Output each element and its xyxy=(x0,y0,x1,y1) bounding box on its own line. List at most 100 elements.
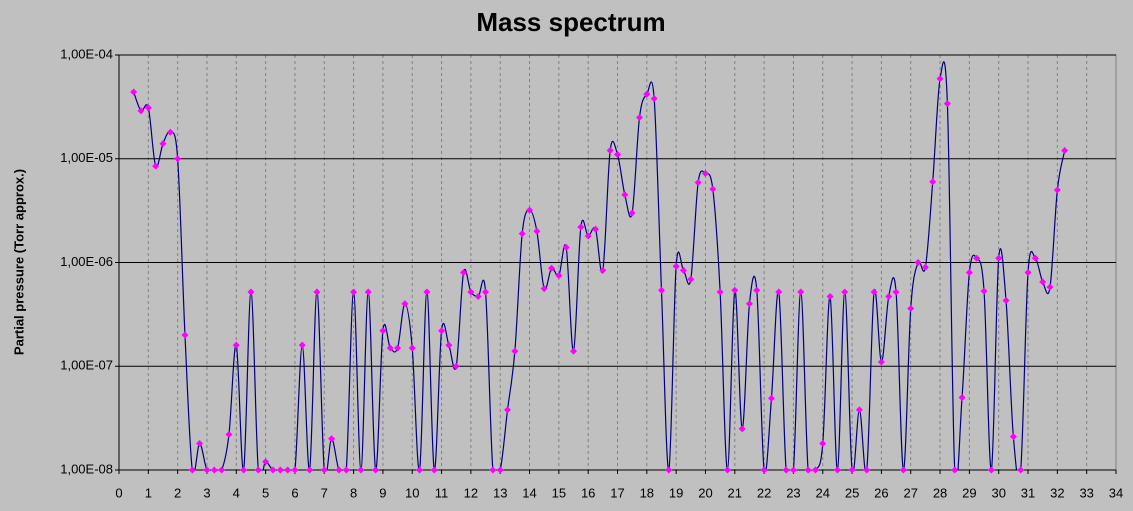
x-tick-label: 22 xyxy=(757,485,771,500)
data-point xyxy=(987,466,995,474)
data-point xyxy=(863,466,871,474)
x-tick-label: 1 xyxy=(145,485,152,500)
x-tick-label: 29 xyxy=(962,485,976,500)
x-tick-label: 14 xyxy=(522,485,536,500)
data-point xyxy=(474,293,482,301)
x-tick-label: 12 xyxy=(464,485,478,500)
y-axis-label: Partial pressure (Torr approx.) xyxy=(11,169,26,355)
x-tick-label: 24 xyxy=(816,485,830,500)
data-point xyxy=(144,104,152,112)
data-point xyxy=(841,288,849,296)
data-point xyxy=(1031,254,1039,262)
data-point xyxy=(936,75,944,83)
data-point xyxy=(577,223,585,231)
data-point xyxy=(401,300,409,308)
data-point xyxy=(313,288,321,296)
data-point xyxy=(203,466,211,474)
data-point xyxy=(877,358,885,366)
data-point xyxy=(174,155,182,163)
data-point xyxy=(196,440,204,448)
data-point xyxy=(650,95,658,103)
data-point xyxy=(386,344,394,352)
y-tick-label: 1,00E-05 xyxy=(60,150,113,165)
data-point xyxy=(379,327,387,335)
data-point xyxy=(973,254,981,262)
x-tick-label: 15 xyxy=(552,485,566,500)
x-tick-label: 17 xyxy=(610,485,624,500)
data-point xyxy=(723,466,731,474)
data-point xyxy=(430,466,438,474)
data-point xyxy=(811,466,819,474)
data-point xyxy=(570,347,578,355)
data-point xyxy=(445,341,453,349)
x-tick-label: 20 xyxy=(698,485,712,500)
data-point xyxy=(225,430,233,438)
data-point xyxy=(709,185,717,193)
x-tick-label: 7 xyxy=(321,485,328,500)
data-point xyxy=(350,288,358,296)
data-point xyxy=(130,88,138,96)
data-point xyxy=(833,466,841,474)
data-point xyxy=(870,288,878,296)
data-point xyxy=(694,179,702,187)
x-tick-label: 2 xyxy=(174,485,181,500)
data-point xyxy=(1061,147,1069,155)
data-point xyxy=(460,269,468,277)
data-point xyxy=(1053,186,1061,194)
chart-title: Mass spectrum xyxy=(476,7,665,37)
data-point xyxy=(980,287,988,295)
x-tick-label: 8 xyxy=(350,485,357,500)
data-point xyxy=(701,170,709,178)
data-point xyxy=(592,225,600,233)
data-point xyxy=(320,466,328,474)
data-point xyxy=(665,466,673,474)
x-tick-label: 23 xyxy=(786,485,800,500)
data-point xyxy=(533,227,541,235)
data-point xyxy=(452,362,460,370)
x-tick-label: 13 xyxy=(493,485,507,500)
data-point xyxy=(526,206,534,214)
x-tick-label: 3 xyxy=(203,485,210,500)
data-point xyxy=(284,466,292,474)
data-point xyxy=(621,191,629,199)
x-tick-label: 33 xyxy=(1079,485,1093,500)
data-point xyxy=(152,162,160,170)
data-point xyxy=(254,466,262,474)
data-point xyxy=(855,406,863,414)
data-point xyxy=(240,466,248,474)
data-point xyxy=(687,275,695,283)
data-point xyxy=(885,293,893,301)
data-point xyxy=(657,286,665,294)
x-tick-label: 34 xyxy=(1109,485,1123,500)
data-point xyxy=(1046,283,1054,291)
data-point xyxy=(738,425,746,433)
x-tick-label: 31 xyxy=(1021,485,1035,500)
data-point xyxy=(328,435,336,443)
x-tick-label: 5 xyxy=(262,485,269,500)
data-point xyxy=(1017,466,1025,474)
x-tick-label: 19 xyxy=(669,485,683,500)
data-point xyxy=(826,293,834,301)
data-point xyxy=(188,466,196,474)
data-point xyxy=(995,254,1003,262)
data-point xyxy=(218,466,226,474)
data-point xyxy=(562,243,570,251)
data-point xyxy=(848,466,856,474)
data-point xyxy=(643,90,651,98)
data-point xyxy=(775,288,783,296)
data-point xyxy=(306,466,314,474)
data-point xyxy=(269,466,277,474)
x-tick-label: 18 xyxy=(640,485,654,500)
data-point xyxy=(672,262,680,270)
data-point xyxy=(804,466,812,474)
data-point xyxy=(914,259,922,266)
data-point xyxy=(958,393,966,401)
data-point xyxy=(745,300,753,308)
data-point xyxy=(482,288,490,296)
data-point xyxy=(731,286,739,294)
data-point xyxy=(372,466,380,474)
y-tick-label: 1,00E-06 xyxy=(60,254,113,269)
data-point xyxy=(159,140,167,148)
data-point xyxy=(614,150,621,158)
